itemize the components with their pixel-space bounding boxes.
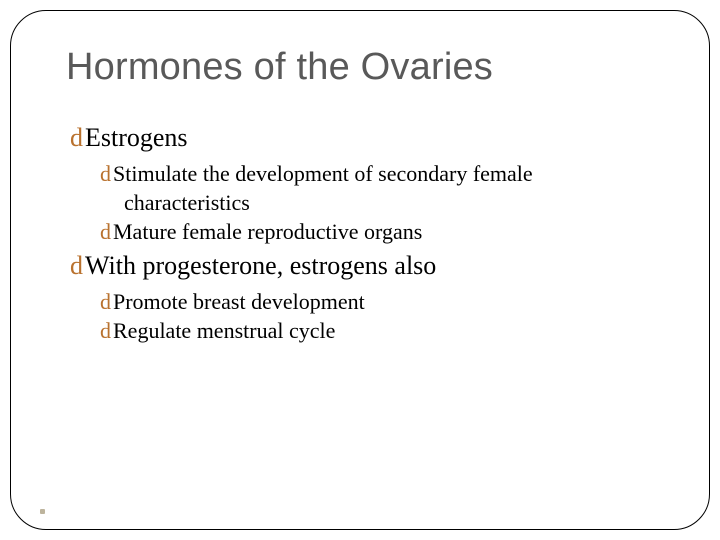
slide-content: Hormones of the Ovaries dEstrogens dStim…	[66, 46, 660, 351]
list-item: dEstrogens	[70, 123, 660, 153]
list-item: dStimulate the development of secondary …	[100, 161, 660, 188]
swirl-icon: d	[100, 289, 111, 316]
bullet-group-1: dEstrogens dStimulate the development of…	[66, 123, 660, 245]
list-item: dRegulate menstrual cycle	[100, 318, 660, 345]
slide: Hormones of the Ovaries dEstrogens dStim…	[0, 0, 720, 540]
swirl-icon: d	[100, 219, 111, 246]
item-label: Mature female reproductive organs	[113, 219, 422, 244]
list-item-continuation: characteristics	[124, 190, 660, 217]
footer-accent	[40, 509, 45, 514]
swirl-icon: d	[100, 161, 111, 188]
item-label: Promote breast development	[113, 289, 365, 314]
swirl-icon: d	[100, 318, 111, 345]
item-label: Stimulate the development of secondary f…	[113, 161, 533, 186]
bullet-group-2: dWith progesterone, estrogens also dProm…	[66, 251, 660, 345]
item-label: Estrogens	[85, 123, 188, 152]
item-label: characteristics	[124, 190, 250, 215]
list-item: dWith progesterone, estrogens also	[70, 251, 660, 281]
item-label: With progesterone, estrogens also	[85, 251, 436, 280]
item-label: Regulate menstrual cycle	[113, 318, 335, 343]
swirl-icon: d	[70, 251, 83, 281]
swirl-icon: d	[70, 123, 83, 153]
list-item: dMature female reproductive organs	[100, 219, 660, 246]
list-item: dPromote breast development	[100, 289, 660, 316]
slide-title: Hormones of the Ovaries	[66, 46, 660, 89]
